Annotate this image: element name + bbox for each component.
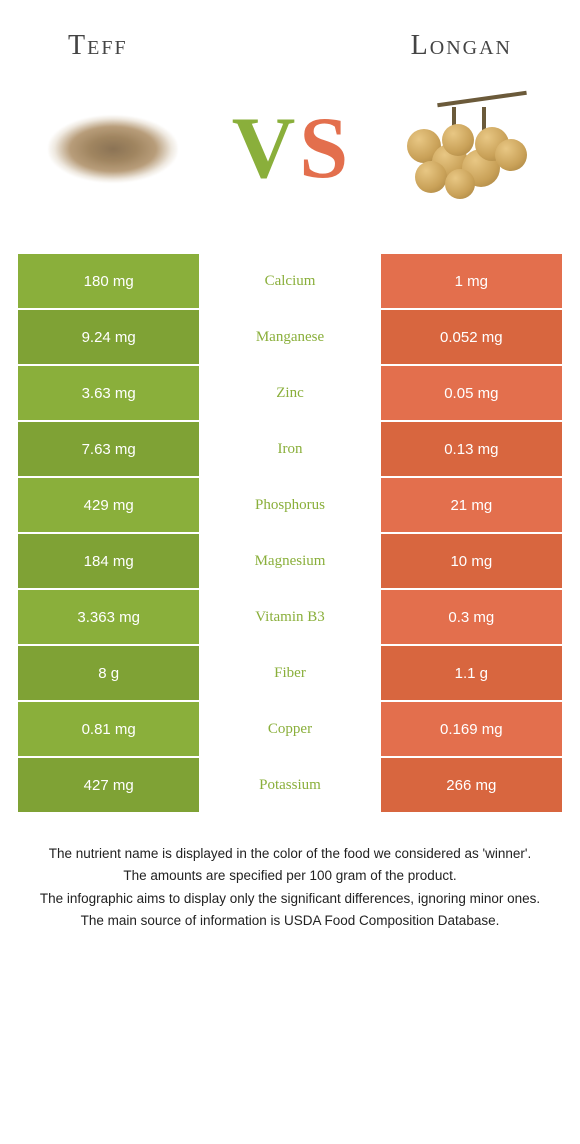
nutrient-name: Fiber — [199, 646, 380, 702]
footer-note-line: The main source of information is USDA F… — [28, 911, 552, 931]
table-row: 429 mgPhosphorus21 mg — [18, 478, 562, 534]
right-value: 0.052 mg — [381, 310, 562, 366]
right-value: 1 mg — [381, 254, 562, 310]
right-value: 0.3 mg — [381, 590, 562, 646]
left-value: 3.363 mg — [18, 590, 199, 646]
left-food-title: Teff — [68, 30, 128, 62]
footer-note-line: The infographic aims to display only the… — [28, 889, 552, 909]
nutrient-name: Copper — [199, 702, 380, 758]
nutrient-name: Zinc — [199, 366, 380, 422]
nutrient-name: Potassium — [199, 758, 380, 814]
header-row: Teff Longan — [18, 30, 562, 62]
right-value: 1.1 g — [381, 646, 562, 702]
right-value: 266 mg — [381, 758, 562, 814]
left-value: 184 mg — [18, 534, 199, 590]
table-row: 9.24 mgManganese0.052 mg — [18, 310, 562, 366]
left-value: 9.24 mg — [18, 310, 199, 366]
left-value: 429 mg — [18, 478, 199, 534]
vs-s-letter: S — [299, 105, 348, 193]
right-value: 0.169 mg — [381, 702, 562, 758]
image-row: V S — [18, 74, 562, 224]
nutrient-name: Phosphorus — [199, 478, 380, 534]
table-row: 3.363 mgVitamin B30.3 mg — [18, 590, 562, 646]
nutrient-name: Manganese — [199, 310, 380, 366]
nutrient-table: 180 mgCalcium1 mg9.24 mgManganese0.052 m… — [18, 254, 562, 814]
left-value: 427 mg — [18, 758, 199, 814]
left-food-image — [38, 74, 188, 224]
table-row: 427 mgPotassium266 mg — [18, 758, 562, 814]
left-value: 3.63 mg — [18, 366, 199, 422]
table-row: 184 mgMagnesium10 mg — [18, 534, 562, 590]
right-value: 21 mg — [381, 478, 562, 534]
nutrient-name: Iron — [199, 422, 380, 478]
teff-illustration — [48, 104, 178, 194]
right-value: 10 mg — [381, 534, 562, 590]
table-row: 0.81 mgCopper0.169 mg — [18, 702, 562, 758]
table-row: 8 gFiber1.1 g — [18, 646, 562, 702]
longan-illustration — [397, 89, 537, 209]
footer-note-line: The amounts are specified per 100 gram o… — [28, 866, 552, 886]
footer-note-line: The nutrient name is displayed in the co… — [28, 844, 552, 864]
nutrient-name: Vitamin B3 — [199, 590, 380, 646]
right-food-title: Longan — [411, 30, 512, 62]
nutrient-name: Magnesium — [199, 534, 380, 590]
right-food-image — [392, 74, 542, 224]
left-value: 7.63 mg — [18, 422, 199, 478]
vs-v-letter: V — [232, 105, 296, 193]
table-row: 180 mgCalcium1 mg — [18, 254, 562, 310]
footer-notes: The nutrient name is displayed in the co… — [18, 844, 562, 931]
table-row: 7.63 mgIron0.13 mg — [18, 422, 562, 478]
right-value: 0.13 mg — [381, 422, 562, 478]
nutrient-name: Calcium — [199, 254, 380, 310]
left-value: 0.81 mg — [18, 702, 199, 758]
table-row: 3.63 mgZinc0.05 mg — [18, 366, 562, 422]
left-value: 8 g — [18, 646, 199, 702]
vs-label: V S — [232, 105, 349, 193]
left-value: 180 mg — [18, 254, 199, 310]
right-value: 0.05 mg — [381, 366, 562, 422]
